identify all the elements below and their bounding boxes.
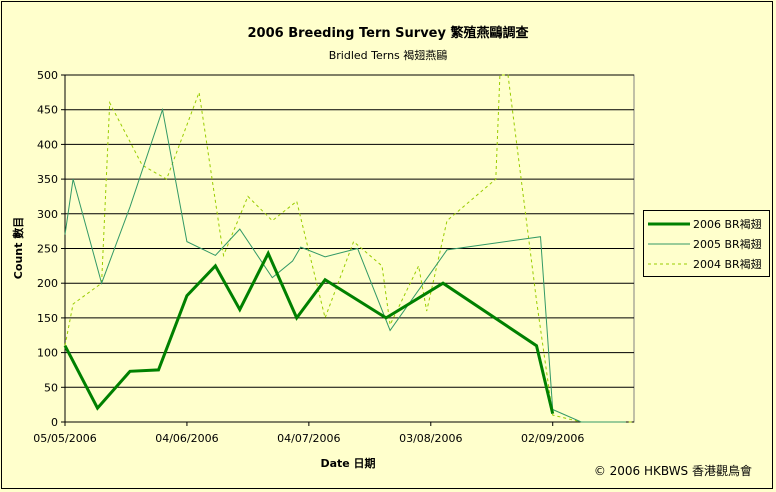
- x-tick-label: 04/06/2006: [155, 432, 218, 445]
- x-axis-ticks: 05/05/2006 04/06/2006 04/07/2006 03/08/2006…: [33, 422, 584, 445]
- legend-item-2005: 2005 BR褐翅: [648, 235, 762, 253]
- legend-label-2004: 2004 BR褐翅: [693, 258, 762, 271]
- series-line-2004: [64, 74, 634, 423]
- x-tick-label: 04/07/2006: [277, 432, 340, 445]
- x-tick-label: 02/09/2006: [521, 432, 584, 445]
- legend-label-2005: 2005 BR褐翅: [693, 238, 762, 251]
- y-tick-label: 300: [37, 208, 58, 221]
- series-line-2005: [64, 107, 626, 423]
- y-tick-label: 150: [37, 312, 58, 325]
- chart-title: 2006 Breeding Tern Survey 繁殖燕鷗調查: [247, 26, 529, 41]
- y-tick-label: 450: [37, 104, 58, 117]
- y-tick-label: 250: [37, 243, 58, 256]
- copyright-text: © 2006 HKBWS 香港觀鳥會: [593, 464, 752, 478]
- legend-item-2004: 2004 BR褐翅: [648, 255, 762, 273]
- x-tick-label: 03/08/2006: [399, 432, 462, 445]
- y-tick-label: 350: [37, 173, 58, 186]
- y-tick-label: 0: [51, 416, 58, 429]
- y-tick-label: 200: [37, 277, 58, 290]
- legend-swatch-2005: [648, 243, 690, 245]
- legend-label-2006: 2006 BR褐翅: [693, 218, 762, 231]
- y-axis-ticks: 0 50 100 150 200 250 300 350 400 450 500: [37, 69, 65, 429]
- y-tick-label: 400: [37, 138, 58, 151]
- legend-item-2006: 2006 BR褐翅: [648, 215, 762, 233]
- y-tick-label: 100: [37, 347, 58, 360]
- legend-swatch-2004: [648, 263, 690, 265]
- series-lines: [63, 74, 634, 423]
- y-tick-label: 500: [37, 69, 58, 82]
- legend-swatch-2006: [648, 222, 690, 226]
- legend: 2006 BR褐翅 2005 BR褐翅 2004 BR褐翅: [643, 210, 770, 277]
- series-line-2006: [63, 249, 555, 415]
- y-axis-label: Count 數目: [11, 217, 25, 279]
- x-tick-label: 05/05/2006: [33, 432, 96, 445]
- y-tick-label: 50: [44, 381, 58, 394]
- chart-subtitle: Bridled Terns 褐翅燕鷗: [328, 49, 448, 62]
- x-axis-label: Date 日期: [320, 456, 375, 470]
- grid-lines: [65, 74, 634, 388]
